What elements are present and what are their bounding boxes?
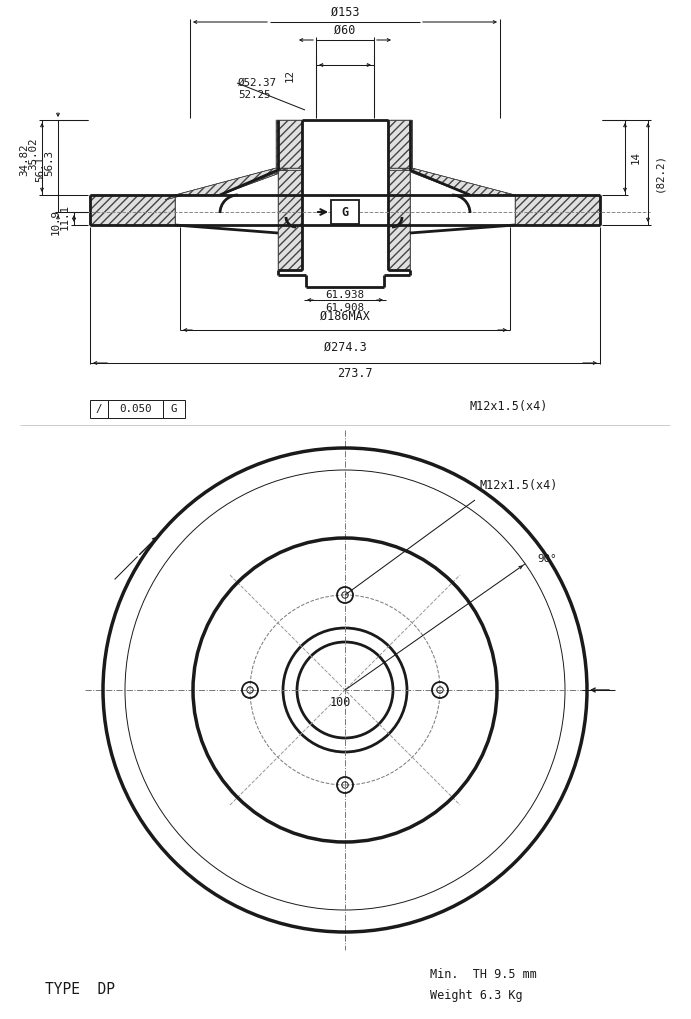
Text: 10.9: 10.9 [51,209,61,234]
Text: Ø186MAX: Ø186MAX [320,310,370,323]
Text: Ø153: Ø153 [331,6,359,19]
Text: Ø60: Ø60 [334,24,356,37]
Polygon shape [165,170,288,200]
Polygon shape [90,195,175,225]
Polygon shape [175,168,288,195]
Text: 11.1: 11.1 [60,204,70,229]
Text: 61.908: 61.908 [325,303,364,313]
Polygon shape [400,168,515,195]
Text: 34.82: 34.82 [19,144,29,175]
Text: Weight 6.3 Kg: Weight 6.3 Kg [430,988,522,1002]
Text: M12x1.5(x4): M12x1.5(x4) [480,479,558,492]
Text: 56.1: 56.1 [35,156,45,182]
Bar [90,400,108,418]
Text: 52.25: 52.25 [238,90,270,100]
Text: 14: 14 [631,151,641,164]
Text: Ø52.37: Ø52.37 [238,78,277,88]
Text: Ø274.3: Ø274.3 [323,341,366,354]
Bar [331,200,359,224]
Bar [108,400,163,418]
Text: /: / [96,404,102,414]
Text: TYPE  DP: TYPE DP [45,982,115,998]
Polygon shape [276,120,302,168]
Text: 35.02: 35.02 [28,138,38,170]
Text: 61.938: 61.938 [325,290,364,300]
Text: G: G [171,404,178,414]
Text: 12: 12 [285,68,295,82]
Text: 90°: 90° [537,553,557,564]
Text: G: G [341,206,348,218]
Text: 56.3: 56.3 [44,150,54,176]
Text: Min.  TH 9.5 mm: Min. TH 9.5 mm [430,968,537,981]
Text: M12x1.5(x4): M12x1.5(x4) [470,400,549,413]
Polygon shape [278,170,302,270]
Text: 273.7: 273.7 [337,367,373,380]
Text: 0.050: 0.050 [120,404,152,414]
Text: (82.2): (82.2) [654,153,664,192]
Polygon shape [515,195,600,225]
Bar [163,400,185,418]
Polygon shape [388,120,412,168]
Text: 100: 100 [330,696,351,708]
Polygon shape [388,170,410,270]
